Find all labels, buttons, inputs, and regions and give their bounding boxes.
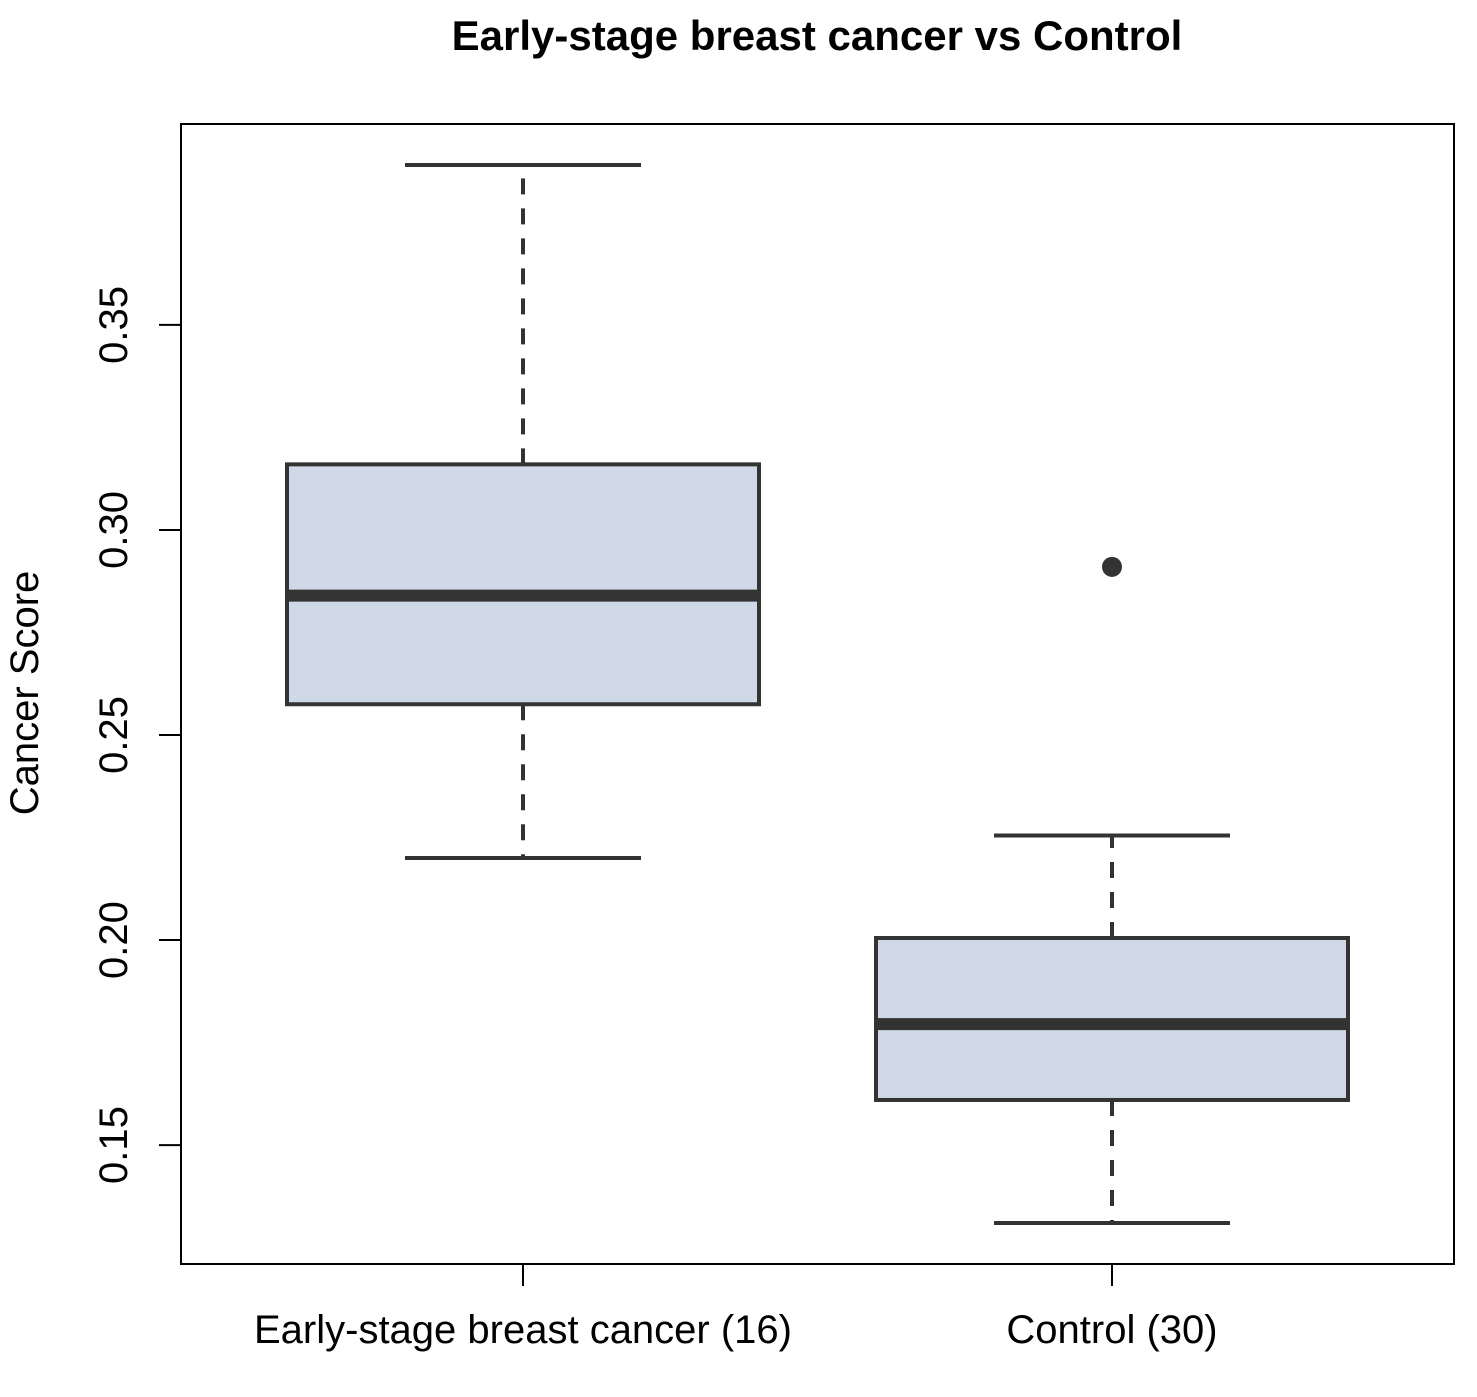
y-tick-label: 0.20 [92,901,136,979]
plot-area: 0.15 0.20 0.25 0.30 0.35 Early-stage breast c… [92,123,1455,1352]
chart-title: Early-stage breast cancer vs Control [452,12,1183,59]
y-axis-label: Cancer Score [3,571,47,816]
y-tick-label: 0.25 [92,696,136,774]
iqr-box [285,462,761,707]
outlier-point [1102,556,1122,577]
y-tick-label: 0.30 [92,491,136,569]
y-tick-label: 0.35 [92,286,136,364]
box-group [285,163,761,861]
x-tick-label: Control (30) [1006,1308,1217,1352]
box-group [874,556,1350,1225]
plot-frame [180,123,1455,1265]
x-tick-label: Early-stage breast cancer (16) [254,1308,792,1352]
y-tick-label: 0.15 [92,1106,136,1184]
